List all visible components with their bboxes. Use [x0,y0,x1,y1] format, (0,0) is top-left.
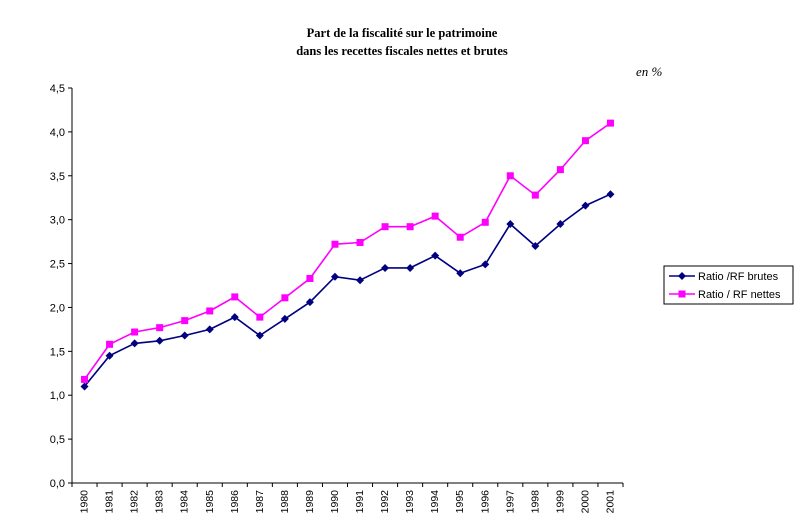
data-point-1-21 [606,119,614,127]
x-tick-label: 1990 [329,490,341,514]
data-point-0-16 [481,260,490,269]
data-point-1-11 [356,238,364,246]
x-tick-label: 1985 [204,490,216,514]
data-point-1-19 [556,166,564,174]
data-point-1-4 [181,317,189,325]
data-point-0-11 [356,276,365,285]
data-point-0-21 [606,190,615,199]
x-tick-label: 1996 [479,490,491,514]
data-point-1-7 [256,313,264,321]
x-tick-label: 1989 [304,490,316,514]
x-tick-label: 1992 [379,490,391,514]
data-point-1-13 [406,223,414,231]
data-point-0-15 [456,269,465,278]
series-line-1 [83,122,611,380]
x-tick-label: 1987 [254,490,266,514]
data-point-0-12 [381,263,390,272]
y-tick-label: 4,0 [50,127,65,139]
data-point-1-17 [506,172,514,180]
data-point-0-1 [105,351,114,360]
data-point-0-9 [305,298,314,307]
data-point-0-7 [255,331,264,340]
x-tick-label: 1981 [104,490,116,514]
data-point-0-4 [180,331,189,340]
x-tick-label: 1991 [354,490,366,514]
data-point-1-15 [456,233,464,241]
data-point-1-1 [106,340,114,348]
axes: 0,0 0,5 1,0 1,5 2,0 2,5 3,0 3,5 4,0 4,5 1980 1981 19… [50,83,624,514]
x-tick-label: 1993 [404,490,416,514]
legend-box [663,265,794,305]
y-tick-label: 3,0 [50,215,65,227]
x-tick-label: 1986 [229,490,241,514]
data-point-0-18 [531,242,540,250]
x-tick-label: 1994 [429,490,441,514]
data-point-1-2 [131,328,139,336]
series-line-0 [83,193,611,387]
legend-label-nettes: Ratio / RF nettes [698,289,781,301]
data-point-0-20 [581,201,590,210]
data-point-0-0 [80,382,89,391]
data-point-0-13 [406,263,415,272]
x-tick-label: 2001 [604,490,616,514]
y-tick-label: 0,0 [50,478,65,490]
chart-title-line-2: dans les recettes fiscales nettes et bru… [296,44,508,58]
data-point-0-8 [280,314,289,323]
data-point-1-18 [531,191,539,199]
y-tick-label: 0,5 [50,434,65,446]
data-point-1-16 [481,218,489,226]
x-tick-label: 1982 [129,490,141,514]
x-tick-label: 1998 [529,490,541,514]
x-tick-label: 1984 [179,490,191,514]
legend: Ratio /RF brutes Ratio / RF nettes [663,265,794,305]
y-tick-label: 3,5 [50,171,65,183]
data-point-1-9 [306,274,314,282]
data-point-1-5 [206,307,214,315]
data-point-1-6 [231,293,239,301]
series-layer [80,119,615,391]
x-tick-label: 1988 [279,490,291,514]
x-tick-label: 1997 [504,490,516,514]
data-point-1-8 [281,294,289,302]
x-tick-label: 1999 [554,490,566,514]
data-point-0-10 [330,272,339,281]
data-point-0-14 [431,251,440,260]
x-tick-label: 1980 [79,490,91,514]
y-tick-label: 4,5 [50,83,65,95]
data-point-1-3 [156,324,164,332]
x-tick-label: 1995 [454,490,466,514]
data-point-0-3 [155,336,164,345]
y-tick-label: 2,5 [50,259,65,271]
legend-label-brutes: Ratio /RF brutes [698,271,779,283]
data-point-0-17 [506,220,515,229]
data-point-0-2 [130,339,139,348]
data-point-1-12 [381,223,389,231]
legend-marker-brutes [678,272,686,280]
y-tick-label: 1,5 [50,346,65,358]
chart-title-line-1: Part de la fiscalité sur le patrimoine [307,26,498,40]
unit-label: en % [636,64,663,79]
data-point-1-14 [431,212,439,220]
data-point-0-5 [205,325,214,334]
data-point-0-6 [230,313,239,322]
y-tick-label: 2,0 [50,302,65,314]
data-point-1-0 [81,375,89,383]
legend-marker-nettes [678,290,686,298]
x-tick-label: 2000 [579,490,591,514]
data-point-1-20 [581,137,589,145]
data-point-1-10 [331,240,339,248]
x-tick-label: 1983 [154,490,166,514]
y-tick-label: 1,0 [50,390,65,402]
data-point-0-19 [556,220,565,229]
